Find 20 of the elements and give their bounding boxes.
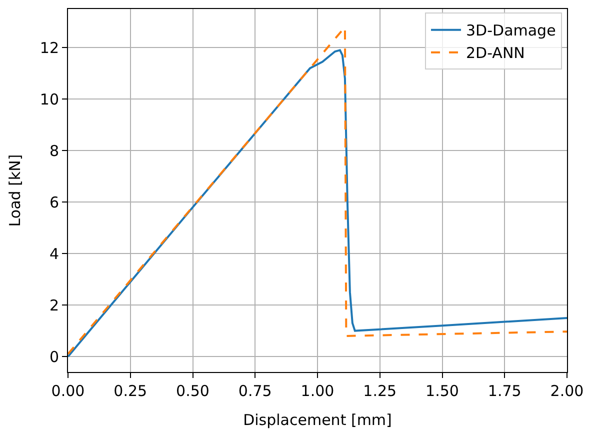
x-tick-label: 0.25	[114, 382, 148, 400]
x-tick-label: 0.00	[51, 382, 85, 400]
y-tick-label: 6	[49, 193, 59, 212]
y-tick-label: 2	[49, 296, 59, 314]
x-tick-label: 1.25	[363, 382, 397, 400]
y-tick-label: 12	[40, 38, 59, 57]
y-tick-label: 4	[49, 244, 59, 263]
y-axis-title: Load [kN]	[6, 154, 24, 227]
x-tick-label: 0.50	[176, 382, 210, 400]
x-tick-label: 1.50	[426, 382, 459, 400]
y-tick-label: 0	[49, 348, 59, 366]
x-tick-label: 2.00	[550, 382, 584, 400]
legend-label: 3D-Damage	[466, 22, 556, 40]
y-tick-label: 10	[40, 90, 59, 108]
legend-label: 2D-ANN	[466, 44, 525, 62]
x-tick-label: 1.75	[488, 382, 522, 400]
y-tick-label: 8	[49, 142, 59, 160]
x-tick-label: 0.75	[238, 382, 272, 400]
x-tick-label: 1.00	[300, 382, 334, 400]
x-axis-title: Displacement [mm]	[243, 411, 392, 429]
